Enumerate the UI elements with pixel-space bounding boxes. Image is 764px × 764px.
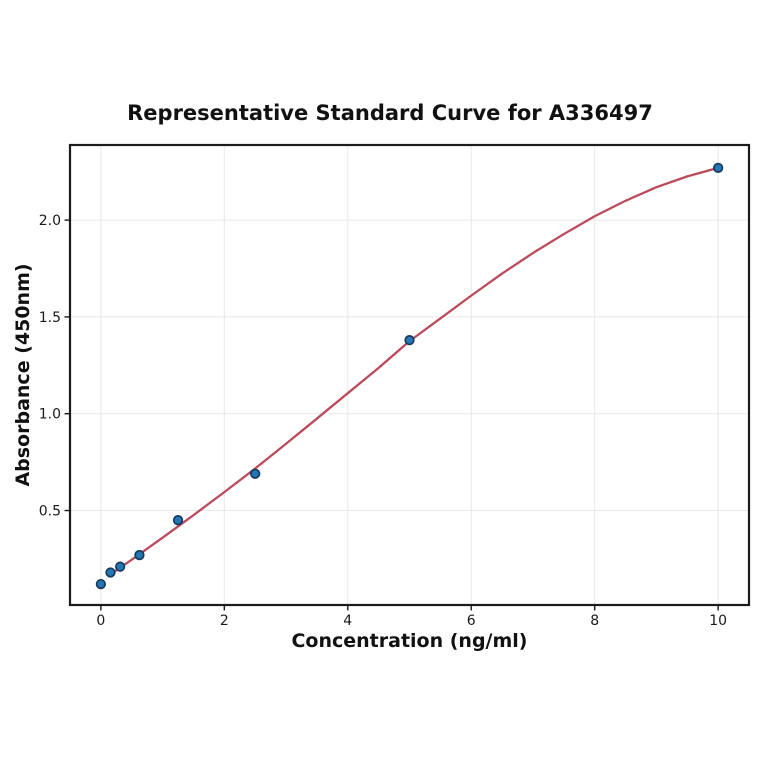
x-tick-label: 0 <box>96 613 105 629</box>
x-tick-label: 10 <box>709 613 727 629</box>
data-point <box>712 162 724 173</box>
chart-title: Representative Standard Curve for A33649… <box>127 101 653 125</box>
data-point <box>105 567 116 578</box>
data-point <box>134 549 145 561</box>
x-tick-label: 6 <box>467 613 476 629</box>
x-axis-label: Concentration (ng/ml) <box>291 630 528 652</box>
axes-spines <box>68 143 751 607</box>
y-tick-label: 1.5 <box>39 310 61 326</box>
fit-curve <box>109 166 720 576</box>
y-tick-label: 1.0 <box>39 407 61 423</box>
data-point <box>250 468 261 479</box>
x-tick-label: 4 <box>343 613 352 629</box>
data-point <box>172 515 184 526</box>
data-point <box>95 578 107 590</box>
x-tick-label: 8 <box>590 613 599 629</box>
x-tick-label: 2 <box>220 613 229 629</box>
data-point <box>115 561 126 572</box>
data-point <box>404 335 415 346</box>
y-tick-label: 2.0 <box>39 213 61 229</box>
y-tick-label: 0.5 <box>39 504 61 520</box>
